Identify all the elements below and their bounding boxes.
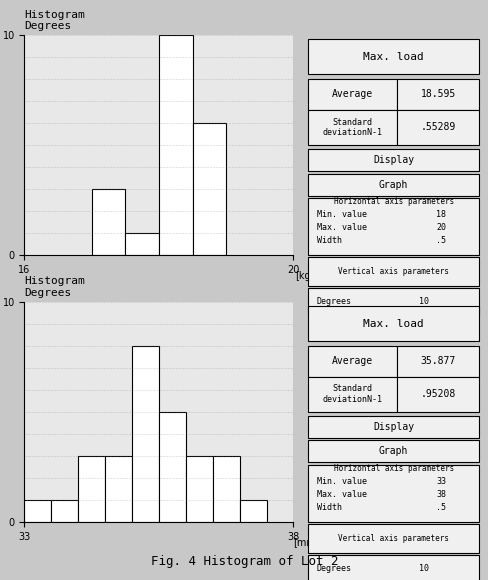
Text: Degrees: Degrees: [316, 297, 351, 306]
Bar: [125, 233, 159, 255]
Bar: [105, 456, 132, 522]
FancyBboxPatch shape: [307, 288, 478, 315]
Bar: [185, 456, 212, 522]
Text: Max. value: Max. value: [316, 223, 366, 232]
Text: .5: .5: [435, 237, 446, 245]
Text: 38: 38: [435, 490, 446, 499]
Bar: [212, 456, 239, 522]
FancyBboxPatch shape: [307, 346, 396, 376]
Bar: [192, 123, 226, 255]
FancyBboxPatch shape: [396, 376, 478, 412]
Text: 18: 18: [435, 210, 446, 219]
Text: Standard
deviationN-1: Standard deviationN-1: [322, 385, 382, 404]
FancyBboxPatch shape: [307, 524, 478, 553]
Text: 18.595: 18.595: [420, 89, 455, 99]
Text: 33: 33: [435, 477, 446, 485]
FancyBboxPatch shape: [307, 555, 478, 580]
Bar: [132, 346, 159, 522]
X-axis label: [kgf]: [kgf]: [295, 271, 318, 281]
FancyBboxPatch shape: [307, 416, 478, 438]
Text: 10: 10: [418, 297, 428, 306]
Text: Degrees: Degrees: [316, 564, 351, 573]
Text: Histogram
Degrees: Histogram Degrees: [24, 277, 85, 298]
Text: .5: .5: [435, 503, 446, 512]
FancyBboxPatch shape: [307, 150, 478, 172]
Text: Min. value: Min. value: [316, 477, 366, 485]
FancyBboxPatch shape: [396, 110, 478, 145]
Text: 10: 10: [418, 564, 428, 573]
Bar: [78, 456, 105, 522]
Text: Graph: Graph: [378, 447, 407, 456]
Bar: [92, 189, 125, 255]
Text: .95208: .95208: [420, 389, 455, 399]
FancyBboxPatch shape: [307, 258, 478, 286]
Bar: [159, 35, 192, 255]
Text: Graph: Graph: [378, 180, 407, 190]
Text: Display: Display: [372, 422, 413, 432]
Text: Max. value: Max. value: [316, 490, 366, 499]
Text: Min. value: Min. value: [316, 210, 366, 219]
Text: 35.877: 35.877: [420, 356, 455, 366]
Bar: [51, 500, 78, 522]
Bar: [24, 500, 51, 522]
Text: Width: Width: [316, 503, 341, 512]
Text: 20: 20: [435, 223, 446, 232]
FancyBboxPatch shape: [307, 79, 396, 110]
FancyBboxPatch shape: [307, 173, 478, 195]
Text: Vertical axis parameters: Vertical axis parameters: [338, 267, 448, 276]
Text: Max. load: Max. load: [363, 52, 423, 62]
FancyBboxPatch shape: [307, 110, 396, 145]
Bar: [239, 500, 266, 522]
Text: Max. load: Max. load: [363, 318, 423, 329]
FancyBboxPatch shape: [307, 440, 478, 462]
FancyBboxPatch shape: [396, 79, 478, 110]
Text: Average: Average: [331, 356, 372, 366]
X-axis label: [mm]: [mm]: [293, 538, 320, 548]
Text: Width: Width: [316, 237, 341, 245]
Text: Fig. 4 Histogram of Lot 2: Fig. 4 Histogram of Lot 2: [150, 556, 338, 568]
Text: Average: Average: [331, 89, 372, 99]
Text: Histogram
Degrees: Histogram Degrees: [24, 10, 85, 31]
Text: Vertical axis parameters: Vertical axis parameters: [338, 534, 448, 543]
Bar: [159, 412, 185, 522]
FancyBboxPatch shape: [307, 198, 478, 255]
Text: Horizontal axis parameters: Horizontal axis parameters: [333, 463, 453, 473]
FancyBboxPatch shape: [307, 376, 396, 412]
Text: Display: Display: [372, 155, 413, 165]
Text: Horizontal axis parameters: Horizontal axis parameters: [333, 197, 453, 206]
FancyBboxPatch shape: [307, 306, 478, 341]
FancyBboxPatch shape: [307, 465, 478, 522]
Text: Standard
deviationN-1: Standard deviationN-1: [322, 118, 382, 137]
Text: .55289: .55289: [420, 122, 455, 132]
FancyBboxPatch shape: [396, 346, 478, 376]
FancyBboxPatch shape: [307, 39, 478, 74]
